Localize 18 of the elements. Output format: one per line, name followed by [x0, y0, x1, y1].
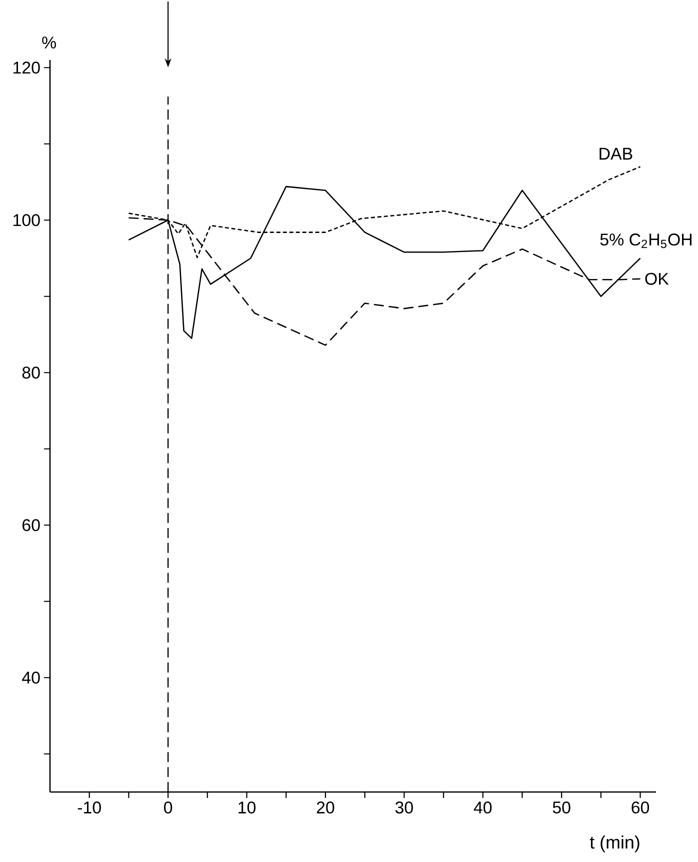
x-tick-label: 40	[474, 801, 492, 814]
x-tick-label: 60	[632, 801, 650, 814]
y-tick-label: 100	[14, 214, 40, 226]
x-tick-label: -10	[78, 801, 101, 814]
series-label: DAB	[600, 148, 632, 160]
y-tick-label: 60	[22, 519, 40, 532]
x-axis-title: t (min)	[590, 836, 640, 852]
series-label: OK	[645, 272, 669, 285]
y-tick-label: 40	[22, 672, 40, 684]
x-tick-label: 50	[552, 801, 570, 814]
series-label: 5% C$_{2}$H$_{5}$OH	[600, 234, 692, 248]
x-tick-label: 20	[316, 801, 334, 814]
x-tick-label: 30	[395, 801, 413, 814]
y-tick-label: 120	[14, 62, 40, 74]
y-tick-label: 80	[22, 366, 40, 379]
y-axis-title: %	[42, 36, 56, 48]
x-tick-label: 10	[238, 801, 256, 814]
x-tick-label: 0	[164, 801, 172, 814]
